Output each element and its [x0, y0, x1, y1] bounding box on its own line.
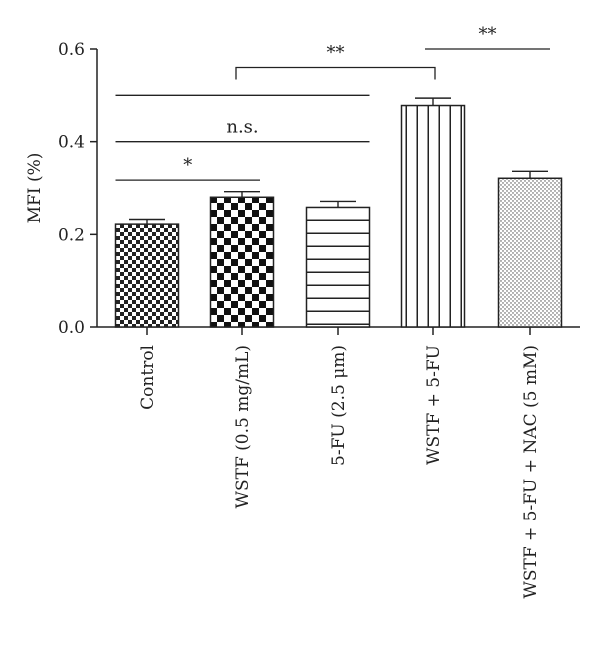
bar-5 [497, 177, 563, 328]
bar-3 [305, 206, 371, 328]
y-axis-label: MFI (%) [25, 153, 45, 224]
y-tick-label: 0.6 [58, 40, 85, 60]
significance-label: n.s. [226, 117, 258, 138]
significance-bracket [235, 66, 436, 80]
bar-4 [400, 104, 466, 328]
x-tick-label: WSTF (0.5 mg/mL) [233, 345, 253, 509]
significance-label: ** [479, 24, 497, 45]
y-tick-label: 0.2 [58, 225, 85, 245]
y-tick-label: 0.4 [58, 133, 85, 153]
x-tick-label: Control [138, 345, 158, 410]
x-tick-label: 5-FU (2.5 μm) [329, 345, 349, 466]
bar-2 [209, 196, 275, 328]
bars [114, 97, 563, 328]
bar-1 [114, 223, 180, 328]
y-tick-label: 0.0 [58, 318, 85, 338]
significance-label: * [183, 155, 192, 176]
x-tick-label: WSTF + 5-FU + NAC (5 mM) [521, 345, 541, 599]
significance-label: ** [327, 43, 345, 64]
x-tick-labels: Control WSTF (0.5 mg/mL) 5-FU (2.5 μm) WSTF… [138, 345, 541, 599]
significance-brackets: * n.s. ** ** [115, 24, 550, 181]
x-tick-label: WSTF + 5-FU [424, 345, 444, 465]
